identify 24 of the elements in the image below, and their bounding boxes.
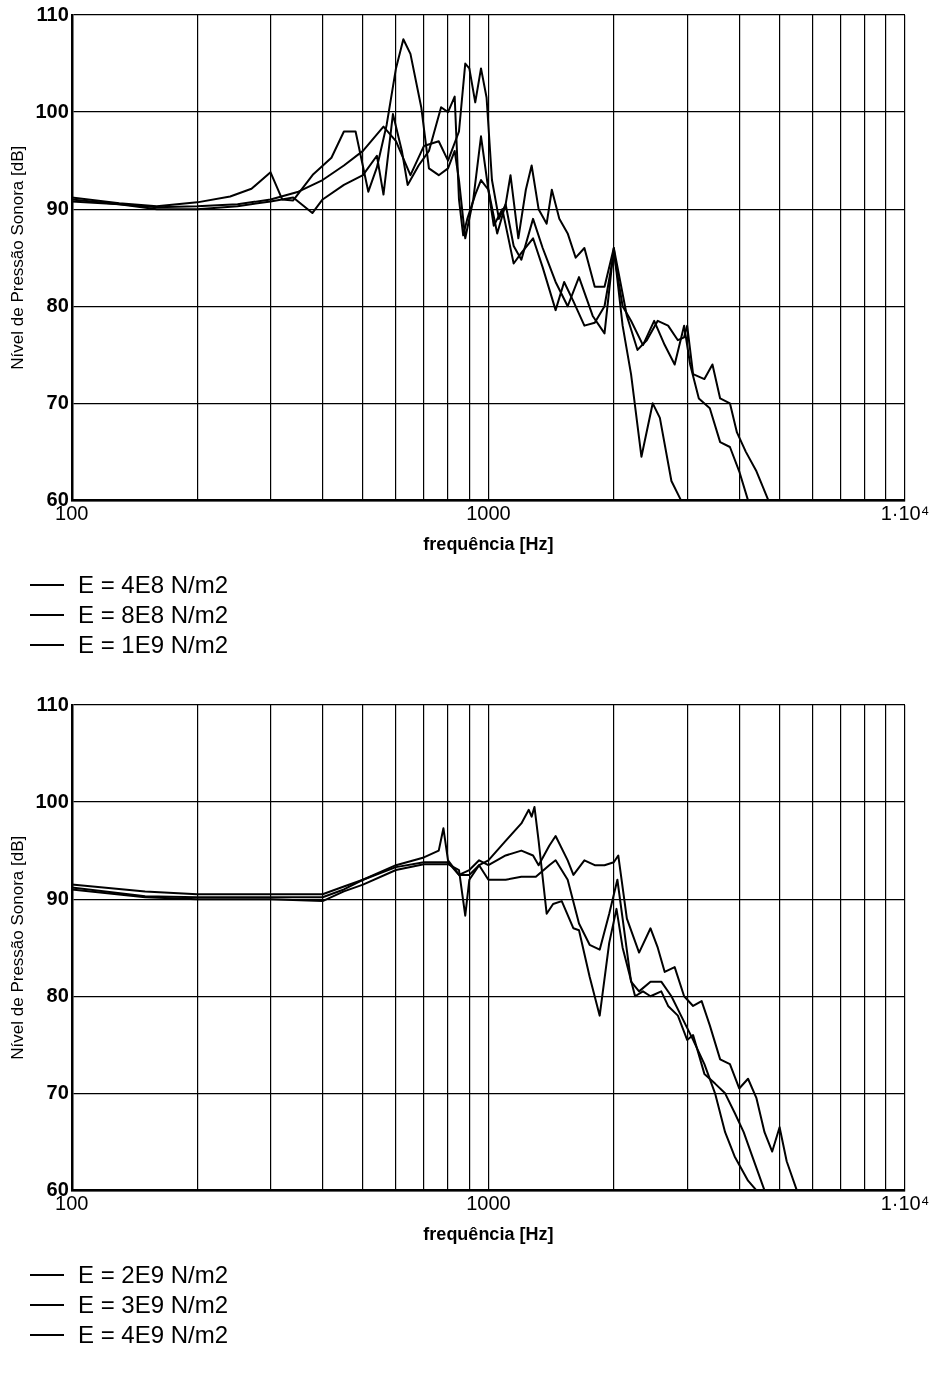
x-tick-label: 1·10⁴ xyxy=(880,501,930,524)
y-axis-title: Nível de Pressão Sonora [dB] xyxy=(7,835,27,1060)
x-tick-label: 1·10⁴ xyxy=(880,1191,930,1214)
y-tick-label: 110 xyxy=(36,2,69,25)
x-axis-title: frequência [Hz] xyxy=(423,534,554,555)
y-tick-label: 110 xyxy=(36,692,69,715)
y-tick-label: 80 xyxy=(46,983,69,1006)
legend-label: E = 4E8 N/m2 xyxy=(78,571,229,599)
y-tick-label: 80 xyxy=(46,293,69,316)
legend-label: E = 4E9 N/m2 xyxy=(78,1321,229,1349)
y-tick-label: 70 xyxy=(46,1080,69,1103)
x-axis-title: frequência [Hz] xyxy=(423,1224,554,1245)
y-tick-label: 70 xyxy=(46,390,69,413)
legend-label: E = 1E9 N/m2 xyxy=(78,631,229,659)
y-tick-label: 100 xyxy=(35,789,69,812)
legend-label: E = 2E9 N/m2 xyxy=(78,1261,229,1289)
x-tick-label: 1000 xyxy=(466,1191,511,1214)
y-tick-label: 90 xyxy=(46,196,69,219)
y-tick-label: 100 xyxy=(35,99,69,122)
legend-label: E = 3E9 N/m2 xyxy=(78,1291,229,1319)
x-tick-label: 1000 xyxy=(466,501,511,524)
y-axis-title: Nível de Pressão Sonora [dB] xyxy=(7,145,27,370)
y-tick-label: 90 xyxy=(46,886,69,909)
legend-label: E = 8E8 N/m2 xyxy=(78,601,229,629)
